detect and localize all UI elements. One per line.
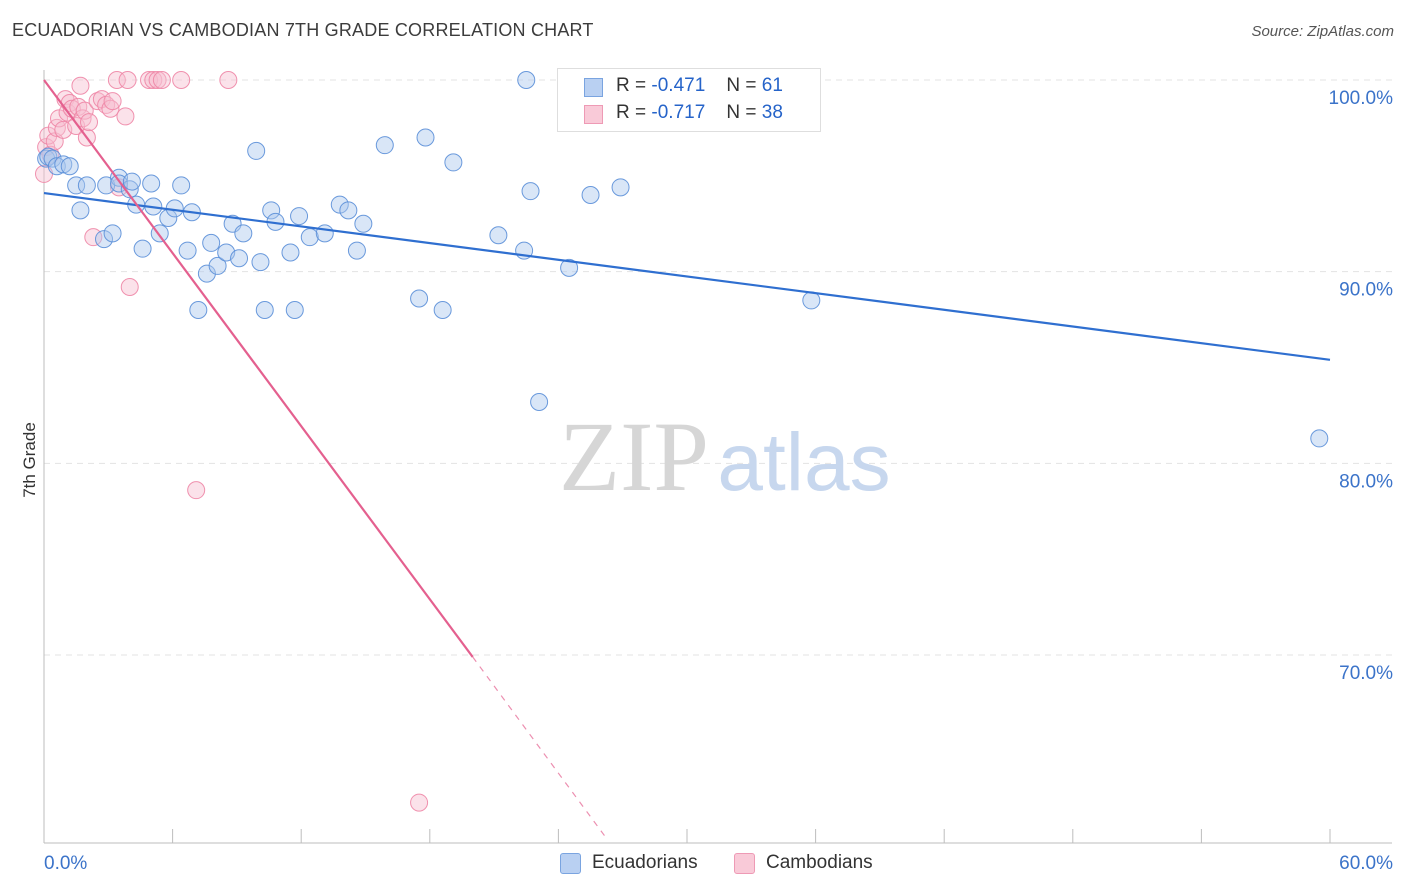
point-ecuadorians-41	[290, 207, 309, 226]
point-ecuadorians-40	[285, 301, 304, 319]
axes	[43, 70, 1392, 844]
point-ecuadorians-27	[197, 264, 216, 283]
point-ecuadorians-50	[416, 128, 435, 147]
legend-label-cambodians: Cambodians	[766, 852, 873, 873]
n-value: 38	[761, 102, 783, 123]
x-tick-label-1: 60.0%	[1339, 853, 1393, 874]
tick-labels: 100.0% 90.0% 80.0% 70.0% 0.0% 60.0%	[44, 88, 1393, 874]
point-ecuadorians-36	[255, 301, 274, 319]
stats-swatch-cambodians	[584, 105, 603, 124]
point-cambodians-14	[71, 76, 90, 95]
point-ecuadorians-35	[251, 253, 270, 272]
r-label: R =	[616, 75, 647, 96]
point-ecuadorians-59	[581, 186, 600, 204]
point-ecuadorians-28	[202, 233, 221, 252]
point-ecuadorians-53	[489, 226, 508, 245]
point-ecuadorians-4	[54, 155, 73, 174]
point-ecuadorians-12	[103, 224, 122, 243]
point-ecuadorians-42	[300, 228, 319, 247]
point-cambodians-35	[187, 481, 206, 500]
point-ecuadorians-58	[560, 258, 579, 277]
watermark: ZIP atlas	[559, 401, 891, 512]
point-ecuadorians-61	[802, 291, 821, 310]
point-ecuadorians-39	[281, 243, 300, 262]
source-label: Source: ZipAtlas.com	[1251, 23, 1394, 40]
stats-legend: R = -0.471 N = 61 R = -0.717 N = 38	[557, 68, 821, 132]
point-ecuadorians-43	[315, 224, 334, 243]
point-ecuadorians-7	[71, 201, 90, 220]
point-cambodians-29	[120, 278, 139, 296]
y-tick-label-1: 90.0%	[1339, 280, 1393, 301]
legend-swatch-ecuadorians	[560, 853, 581, 874]
point-ecuadorians-8	[77, 176, 96, 195]
point-ecuadorians-51	[433, 301, 452, 319]
point-cambodians-23	[101, 99, 120, 118]
series-cambodians	[35, 71, 429, 812]
point-cambodians-28	[118, 71, 137, 89]
trendline-cambodians-extension	[472, 656, 607, 838]
point-cambodians-33	[152, 71, 171, 89]
point-ecuadorians-55	[517, 71, 536, 89]
point-ecuadorians-34	[247, 141, 266, 160]
point-ecuadorians-26	[189, 301, 208, 319]
point-ecuadorians-47	[354, 214, 373, 233]
r-label: R =	[616, 102, 647, 123]
x-tick-label-0: 0.0%	[44, 853, 87, 874]
point-ecuadorians-14	[120, 180, 139, 199]
point-ecuadorians-23	[172, 176, 191, 195]
point-ecuadorians-11	[95, 230, 114, 249]
series-ecuadorians	[37, 71, 1329, 448]
gridlines	[44, 79, 1392, 656]
point-cambodians-25	[107, 71, 126, 89]
chart-title: ECUADORIAN VS CAMBODIAN 7TH GRADE CORREL…	[12, 20, 594, 40]
point-ecuadorians-6	[67, 176, 86, 195]
watermark-atlas: atlas	[717, 417, 890, 508]
point-ecuadorians-5	[60, 157, 79, 176]
point-cambodians-18	[80, 113, 99, 132]
y-tick-label-3: 70.0%	[1339, 663, 1393, 684]
point-cambodians-6	[50, 109, 69, 128]
point-ecuadorians-45	[339, 201, 358, 220]
point-ecuadorians-49	[410, 289, 429, 308]
n-label: N =	[726, 75, 757, 96]
point-ecuadorians-3	[47, 157, 66, 176]
point-cambodians-16	[75, 101, 94, 120]
y-tick-label-0: 100.0%	[1329, 88, 1394, 109]
point-ecuadorians-33	[234, 224, 253, 243]
stats-swatch-ecuadorians	[584, 78, 603, 97]
point-cambodians-32	[148, 71, 167, 89]
point-ecuadorians-52	[444, 153, 463, 172]
n-value: 61	[761, 75, 783, 96]
point-ecuadorians-60	[611, 178, 630, 197]
point-cambodians-27	[116, 107, 135, 126]
trendline-cambodians	[43, 79, 474, 658]
point-ecuadorians-24	[178, 241, 197, 260]
point-ecuadorians-32	[230, 249, 249, 268]
point-ecuadorians-48	[375, 136, 394, 155]
point-ecuadorians-56	[521, 182, 540, 201]
point-ecuadorians-57	[530, 393, 549, 411]
point-ecuadorians-62	[1310, 429, 1329, 448]
point-ecuadorians-46	[347, 241, 366, 260]
trendlines	[43, 79, 1331, 838]
point-ecuadorians-37	[262, 201, 281, 220]
point-ecuadorians-29	[208, 256, 227, 275]
n-label: N =	[726, 102, 757, 123]
point-ecuadorians-44	[330, 195, 349, 214]
legend-swatch-cambodians	[734, 853, 755, 874]
trendline-ecuadorians	[43, 191, 1331, 361]
y-tick-label-2: 80.0%	[1339, 471, 1393, 492]
legend-label-ecuadorians: Ecuadorians	[592, 852, 698, 873]
point-cambodians-34	[172, 71, 191, 89]
watermark-zip: ZIP	[559, 401, 709, 512]
point-cambodians-37	[410, 793, 429, 812]
r-value: -0.717	[651, 102, 706, 123]
point-ecuadorians-17	[133, 239, 152, 258]
point-ecuadorians-18	[142, 174, 161, 193]
r-value: -0.471	[651, 75, 706, 96]
point-cambodians-36	[219, 71, 238, 89]
point-ecuadorians-15	[122, 172, 141, 191]
point-cambodians-24	[103, 92, 122, 111]
